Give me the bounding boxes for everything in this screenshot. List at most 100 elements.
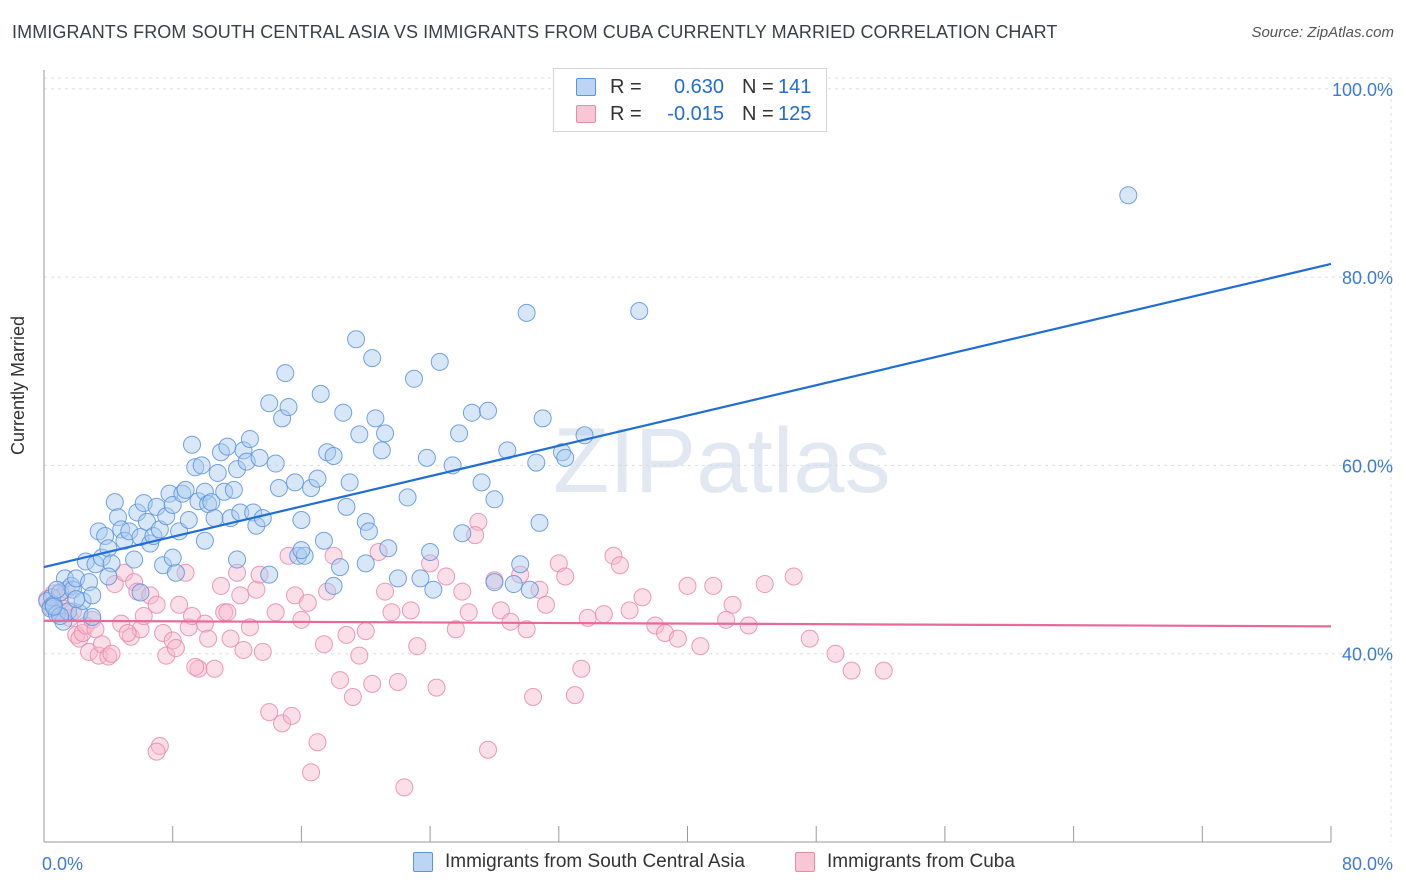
blue-data-point (67, 590, 86, 609)
blue-data-point (398, 488, 417, 507)
pink-data-point (723, 595, 742, 614)
blue-data-point (166, 563, 185, 582)
pink-data-point (369, 543, 388, 562)
n-value: 141 (778, 75, 812, 98)
blue-data-point (125, 550, 144, 569)
pink-data-point (376, 582, 395, 601)
pink-data-point (170, 595, 189, 614)
pink-data-point (157, 646, 176, 665)
pink-data-point (739, 616, 758, 635)
n-value: 125 (778, 102, 812, 125)
pink-trend-line (43, 619, 1332, 628)
pink-data-point (572, 659, 591, 678)
legend-row-south-central-asia: R = 0.630 N = 141 (576, 75, 811, 99)
blue-data-point (379, 539, 398, 558)
n-label: N = (742, 102, 774, 125)
legend-item-cuba[interactable]: Immigrants from Cuba (795, 851, 1015, 873)
blue-data-point (485, 573, 504, 592)
blue-data-point (147, 497, 166, 516)
blue-data-point (417, 448, 436, 467)
pink-data-point (324, 546, 343, 565)
n-label: N = (742, 75, 774, 98)
blue-data-point (89, 522, 108, 541)
blue-data-point (308, 469, 327, 488)
r-label: R = (610, 102, 642, 125)
pink-data-point (556, 567, 575, 586)
pink-data-point (147, 595, 166, 614)
r-value: 0.630 (673, 75, 724, 98)
blue-data-point (424, 580, 443, 599)
y-tick-label: 80.0% (1342, 268, 1393, 288)
pink-data-point (337, 625, 356, 644)
pink-data-point (99, 647, 118, 666)
blue-data-point (47, 580, 66, 599)
blue-data-point (337, 497, 356, 516)
axes (43, 70, 1332, 843)
pink-data-point (363, 674, 382, 693)
blue-data-point (462, 403, 481, 422)
blue-data-point (314, 531, 333, 550)
blue-data-point (279, 398, 298, 417)
pink-data-point (314, 635, 333, 654)
blue-data-point (289, 546, 308, 565)
pink-data-point (668, 629, 687, 648)
blue-data-point (128, 503, 147, 522)
blue-data-point (388, 569, 407, 588)
pink-data-point (524, 688, 543, 707)
blue-data-point (376, 424, 395, 443)
blue-data-point (228, 550, 247, 569)
blue-data-point (179, 511, 198, 530)
blue-data-point (1119, 186, 1138, 205)
pink-data-point (446, 620, 465, 639)
pink-data-point (565, 686, 584, 705)
blue-data-point (163, 548, 182, 567)
blue-data-point (472, 473, 491, 492)
pink-data-point (186, 657, 205, 676)
pink-data-point (211, 576, 230, 595)
pink-data-point (678, 576, 697, 595)
blue-data-point (195, 531, 214, 550)
pink-data-point (199, 629, 218, 648)
pink-data-point (112, 614, 131, 633)
legend-row-cuba: R = -0.015 N = 125 (576, 102, 811, 126)
blue-data-point (285, 473, 304, 492)
blue-data-point (73, 591, 92, 610)
blue-data-point (430, 352, 449, 371)
pink-data-point (874, 661, 893, 680)
r-value: -0.015 (667, 102, 724, 125)
blue-swatch-icon (576, 78, 596, 96)
pink-data-point (221, 629, 240, 648)
blue-data-point (350, 425, 369, 444)
blue-data-point (131, 583, 150, 602)
r-label: R = (610, 75, 642, 98)
pink-data-point (401, 601, 420, 620)
watermark: ZIPatlas (553, 410, 890, 512)
blue-data-point (324, 576, 343, 595)
pink-data-point (350, 646, 369, 665)
blue-data-point (224, 480, 243, 499)
y-tick-label: 40.0% (1342, 645, 1393, 665)
series-legend: Immigrants from South Central Asia Immig… (0, 851, 1406, 879)
blue-data-point (266, 454, 285, 473)
pink-data-point (176, 563, 195, 582)
blue-data-point (276, 364, 295, 383)
pink-data-point (228, 563, 247, 582)
blue-data-point (83, 607, 102, 626)
pink-data-point (356, 622, 375, 641)
blue-data-point (186, 458, 205, 477)
blue-data-point (83, 586, 102, 605)
pink-data-point (479, 740, 498, 759)
pink-data-point (253, 642, 272, 661)
blue-swatch-icon (413, 852, 433, 872)
blue-data-point (253, 509, 272, 528)
pink-data-point (511, 565, 530, 584)
blue-data-point (295, 546, 314, 565)
blue-data-point (269, 479, 288, 498)
blue-data-point (405, 369, 424, 388)
pink-data-point (150, 736, 169, 755)
blue-data-point (421, 543, 440, 562)
legend-item-south-central-asia[interactable]: Immigrants from South Central Asia (413, 851, 745, 873)
pink-data-point (205, 659, 224, 678)
pink-data-point (620, 601, 639, 620)
data-points (38, 186, 1138, 797)
